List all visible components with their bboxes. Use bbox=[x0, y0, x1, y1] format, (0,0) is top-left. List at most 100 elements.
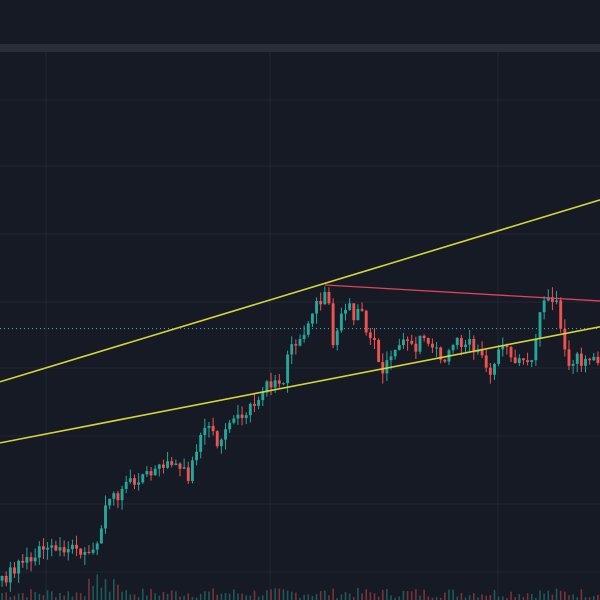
volume-bar bbox=[42, 595, 45, 600]
candle-body bbox=[79, 548, 83, 555]
volume-bar bbox=[315, 594, 318, 600]
volume-bar bbox=[328, 595, 330, 600]
candle-body bbox=[108, 498, 112, 506]
volume-bar bbox=[286, 590, 289, 600]
candle-body bbox=[509, 347, 513, 358]
volume-bar bbox=[88, 578, 90, 600]
volume-bar bbox=[191, 597, 194, 600]
volume-bar bbox=[406, 591, 409, 600]
candle-body bbox=[592, 356, 596, 361]
volume-bar bbox=[592, 596, 595, 600]
volume-bar bbox=[100, 587, 103, 600]
candle-body bbox=[418, 335, 422, 352]
volume-bar bbox=[112, 579, 115, 600]
candle-body bbox=[352, 303, 356, 321]
volume-bar bbox=[261, 595, 264, 600]
candle-body bbox=[406, 339, 410, 341]
volume-bar bbox=[220, 593, 223, 600]
candle-body bbox=[534, 338, 538, 361]
candle-body bbox=[174, 463, 178, 465]
volume-bar bbox=[158, 595, 161, 600]
volume-bar bbox=[456, 596, 459, 600]
candle-body bbox=[584, 358, 587, 366]
volume-bar bbox=[551, 594, 554, 600]
candle-body bbox=[0, 575, 4, 581]
upper-trendline[interactable] bbox=[0, 199, 600, 383]
candle-body bbox=[186, 467, 190, 481]
candle-body bbox=[484, 355, 488, 368]
candle-body bbox=[104, 505, 107, 529]
candle-body bbox=[4, 575, 8, 583]
candle-body bbox=[157, 464, 161, 469]
volume-bar bbox=[13, 595, 16, 600]
volume-bar bbox=[117, 584, 119, 600]
volume-bar bbox=[245, 595, 248, 600]
volume-bar bbox=[464, 597, 467, 600]
candle-body bbox=[87, 551, 91, 553]
volume-bar bbox=[381, 590, 384, 600]
candle-body bbox=[133, 478, 136, 485]
volume-bar bbox=[348, 593, 351, 600]
candle-body bbox=[368, 332, 372, 339]
candle-body bbox=[42, 546, 45, 550]
candle-body bbox=[505, 345, 509, 348]
volume-bar bbox=[555, 588, 558, 600]
candle-body bbox=[339, 313, 343, 331]
resistance-trendline[interactable] bbox=[324, 284, 600, 302]
volume-bar bbox=[204, 591, 206, 600]
volume-bar bbox=[427, 596, 430, 600]
candle-body bbox=[54, 545, 58, 551]
volume-bar bbox=[307, 594, 310, 600]
volume-bar bbox=[75, 592, 78, 600]
volume-bar bbox=[270, 589, 272, 600]
candle-body bbox=[215, 431, 219, 447]
candle-body bbox=[124, 481, 128, 489]
candle-body bbox=[240, 414, 244, 418]
volume-bar bbox=[402, 590, 405, 600]
volume-bar bbox=[50, 591, 53, 600]
candle-body bbox=[253, 403, 256, 406]
volume-bar bbox=[324, 590, 326, 600]
volume-bar bbox=[514, 597, 516, 600]
candle-body bbox=[153, 468, 157, 476]
candle-body bbox=[211, 425, 215, 432]
candle-body bbox=[232, 418, 236, 423]
volume-bar bbox=[506, 597, 508, 600]
candle-body bbox=[21, 560, 25, 563]
candle-body bbox=[25, 557, 29, 563]
volume-bar bbox=[92, 585, 94, 600]
lower-trendline[interactable] bbox=[0, 326, 600, 444]
candle-body bbox=[464, 344, 467, 348]
candle-body bbox=[70, 544, 74, 550]
candle-body bbox=[83, 551, 87, 555]
candle-body bbox=[50, 545, 54, 548]
candle-body bbox=[559, 300, 563, 329]
volume-bar bbox=[444, 592, 446, 600]
volume-bar bbox=[510, 591, 512, 600]
volume-bar bbox=[431, 597, 434, 600]
volume-bar bbox=[237, 593, 239, 600]
volume-bar bbox=[580, 589, 583, 600]
candle-body bbox=[236, 414, 240, 419]
candle-body bbox=[488, 367, 492, 375]
candle-body bbox=[344, 309, 347, 314]
volume-bar bbox=[576, 597, 579, 600]
volume-bar bbox=[121, 591, 123, 600]
candle-body bbox=[588, 358, 592, 361]
volume-bar bbox=[183, 595, 185, 600]
volume-bar bbox=[216, 594, 219, 600]
volume-bar bbox=[224, 593, 227, 600]
volume-bar bbox=[253, 590, 256, 600]
candle-body bbox=[315, 300, 318, 314]
candle-body bbox=[501, 345, 505, 350]
volume-bar bbox=[38, 593, 41, 600]
candle-body bbox=[364, 310, 368, 333]
volume-bar bbox=[526, 593, 529, 600]
candle-body bbox=[306, 323, 310, 335]
volume-bar bbox=[373, 593, 376, 600]
candle-body bbox=[8, 567, 12, 583]
candle-body bbox=[190, 460, 194, 481]
candle-body bbox=[319, 300, 323, 305]
